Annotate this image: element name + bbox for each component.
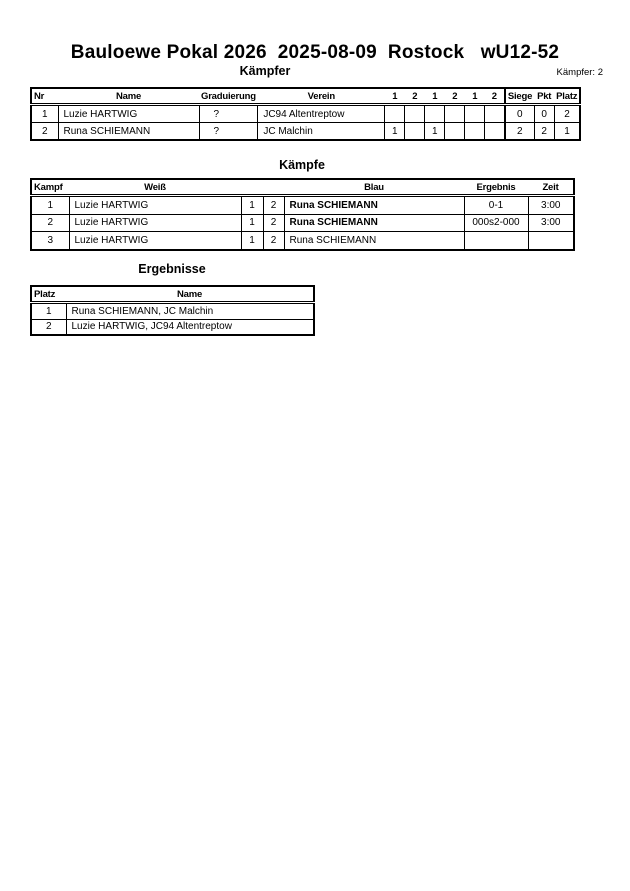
col-header-score-4: 2 [444, 88, 465, 106]
weiss-fighter: Luzie HARTWIG [68, 231, 242, 250]
col-header-graduierung: Graduierung [199, 88, 258, 106]
weiss-fighter-nr: 1 [240, 195, 264, 215]
kampf-zeit [527, 231, 575, 250]
kampf-nr: 2 [30, 213, 70, 232]
section-title-ergebnisse: Ergebnisse [138, 262, 206, 276]
fighter-name: Luzie HARTWIG [57, 104, 200, 123]
blau-fighter-winner: Runa SCHIEMANN [283, 213, 465, 232]
kampf-row: 3 Luzie HARTWIG 1 2 Runa SCHIEMANN [30, 231, 575, 250]
result-platz: 2 [30, 318, 67, 336]
fighter-verein: JC Malchin [257, 122, 386, 141]
score-cell: 1 [424, 122, 446, 141]
kaempfer-table: Nr Name Graduierung Verein 1 2 1 2 1 2 S… [30, 87, 582, 141]
kampf-nr: 3 [30, 231, 70, 250]
col-header-name: Name [58, 88, 199, 106]
ergebnis-row: 2 Luzie HARTWIG, JC94 Altentreptow [30, 318, 315, 336]
fighter-graduierung: ? [198, 122, 259, 141]
blau-fighter-nr: 2 [262, 195, 285, 215]
fighter-name: Runa SCHIEMANN [57, 122, 200, 141]
fighter-verein: JC94 Altentreptow [257, 104, 386, 123]
fighter-platz: 1 [553, 122, 581, 141]
kampf-zeit: 3:00 [527, 213, 575, 232]
blau-fighter-winner: Runa SCHIEMANN [283, 195, 465, 215]
kaempfe-table: Kampf Weiß Blau Ergebnis Zeit 1 Luzie HA… [30, 178, 575, 251]
fighter-nr: 1 [30, 104, 59, 123]
page-title: Bauloewe Pokal 2026 2025-08-09 Rostock w… [70, 42, 560, 63]
score-cell [384, 104, 406, 123]
col-header-name: Name [66, 286, 314, 304]
fighter-pkt: 0 [533, 104, 555, 123]
kampf-zeit: 3:00 [527, 195, 575, 215]
col-header-weiss-nr [241, 179, 263, 197]
weiss-fighter-nr: 1 [240, 213, 264, 232]
fighter-siege: 0 [503, 104, 535, 123]
kaempfer-header-row: Nr Name Graduierung Verein 1 2 1 2 1 2 S… [31, 88, 581, 106]
blau-fighter: Runa SCHIEMANN [283, 231, 465, 250]
ergebnisse-header-row: Platz Name [31, 286, 314, 304]
blau-fighter-nr: 2 [262, 231, 285, 250]
col-header-pkt: Pkt [534, 88, 555, 106]
col-header-zeit: Zeit [528, 179, 574, 197]
kampf-ergebnis [463, 231, 529, 250]
ergebnisse-table: Platz Name 1 Runa SCHIEMANN, JC Malchin … [30, 285, 315, 336]
blau-fighter-nr: 2 [262, 213, 285, 232]
score-cell [484, 104, 506, 123]
fighter-pkt: 2 [533, 122, 555, 141]
fighter-nr: 2 [30, 122, 59, 141]
kaempfer-row: 2 Runa SCHIEMANN ? JC Malchin 1 1 2 2 1 [30, 122, 581, 141]
section-title-kaempfer: Kämpfer [239, 64, 291, 78]
score-cell [464, 122, 486, 141]
kampf-ergebnis: 0-1 [463, 195, 529, 215]
kampf-row: 1 Luzie HARTWIG 1 2 Runa SCHIEMANN 0-1 3… [30, 195, 575, 215]
kampf-ergebnis: 000s2-000 [463, 213, 529, 232]
score-cell [424, 104, 446, 123]
fighters-count: Kämpfer: 2 [556, 67, 603, 78]
fighter-siege: 2 [503, 122, 535, 141]
weiss-fighter-nr: 1 [240, 231, 264, 250]
score-cell [484, 122, 506, 141]
score-cell [404, 104, 426, 123]
weiss-fighter: Luzie HARTWIG [68, 195, 242, 215]
section-title-kaempfe: Kämpfe [279, 158, 325, 172]
kampf-nr: 1 [30, 195, 70, 215]
col-header-weiss: Weiß [69, 179, 241, 197]
col-header-platz: Platz [31, 286, 66, 304]
score-cell [404, 122, 426, 141]
ergebnis-row: 1 Runa SCHIEMANN, JC Malchin [30, 302, 315, 320]
weiss-fighter: Luzie HARTWIG [68, 213, 242, 232]
col-header-blau: Blau [284, 179, 464, 197]
col-header-score-1: 1 [384, 88, 405, 106]
col-header-nr: Nr [31, 88, 58, 106]
col-header-blau-nr [263, 179, 284, 197]
score-cell [464, 104, 486, 123]
score-cell [444, 104, 466, 123]
kampf-row: 2 Luzie HARTWIG 1 2 Runa SCHIEMANN 000s2… [30, 213, 575, 232]
kaempfer-row: 1 Luzie HARTWIG ? JC94 Altentreptow 0 0 … [30, 104, 581, 123]
col-header-score-6: 2 [484, 88, 505, 106]
kaempfe-header-row: Kampf Weiß Blau Ergebnis Zeit [31, 179, 574, 197]
fighter-graduierung: ? [198, 104, 259, 123]
result-name: Luzie HARTWIG, JC94 Altentreptow [65, 318, 315, 336]
col-header-siege: Siege [503, 88, 535, 106]
col-header-platz: Platz [554, 88, 581, 106]
score-cell [444, 122, 466, 141]
fighter-platz: 2 [553, 104, 581, 123]
col-header-verein: Verein [257, 88, 385, 106]
col-header-score-3: 1 [424, 88, 445, 106]
col-header-score-2: 2 [404, 88, 425, 106]
result-name: Runa SCHIEMANN, JC Malchin [65, 302, 315, 320]
score-cell: 1 [384, 122, 406, 141]
col-header-score-5: 1 [464, 88, 485, 106]
result-platz: 1 [30, 302, 67, 320]
col-header-kampf: Kampf [31, 179, 69, 197]
col-header-ergebnis: Ergebnis [464, 179, 528, 197]
